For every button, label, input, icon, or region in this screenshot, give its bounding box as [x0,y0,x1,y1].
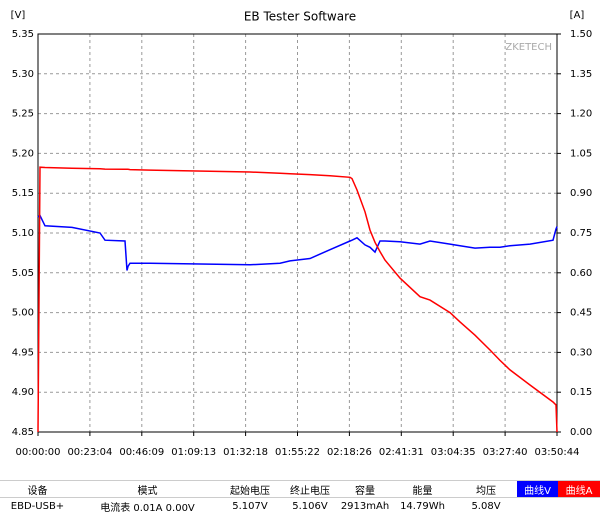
header-cell: 均压 [455,480,517,498]
x-tick-label: 02:18:26 [327,447,372,458]
legend-entry: 曲线A [558,480,600,498]
y-tick-label: 5.10 [12,228,34,239]
y-axis-label: [V] [11,10,26,21]
data-cell: EBD-USB+ [0,497,75,514]
x-tick-label: 00:46:09 [119,447,164,458]
y2-tick-label: 0.00 [570,427,592,438]
background [0,0,600,478]
header-cell: 起始电压 [220,480,280,498]
x-tick-label: 02:41:31 [379,447,424,458]
y-tick-label: 5.35 [12,29,34,40]
x-tick-label: 00:23:04 [67,447,112,458]
header-row: 设备 模式 起始电压 终止电压 容量 能量 均压 曲线V 曲线A [0,480,600,498]
y2-tick-label: 1.50 [570,29,592,40]
series-line [37,166,558,433]
y-tick-label: 4.90 [12,387,34,398]
header-cell: 设备 [0,480,75,498]
x-tick-label: 03:27:40 [483,447,528,458]
data-cell: 电流表 0.01A 0.00V [75,497,220,514]
y-tick-label: 5.00 [12,308,34,319]
header-cell: 容量 [340,480,390,498]
y-tick-label: 4.95 [12,347,34,358]
x-tick-label: 01:32:18 [223,447,268,458]
x-tick-label: 01:55:22 [275,447,320,458]
y2-tick-label: 0.75 [570,228,592,239]
data-cell: 2913mAh [340,497,390,514]
y2-tick-label: 0.60 [570,268,592,279]
y-tick-label: 5.25 [12,109,34,120]
x-tick-label: 00:00:00 [16,447,61,458]
x-tick-label: 03:04:35 [431,447,476,458]
y-tick-label: 5.30 [12,69,34,80]
y-tick-label: 5.05 [12,268,34,279]
header-cell: 终止电压 [280,480,340,498]
y-tick-label: 5.15 [12,188,34,199]
y-tick-label: 4.85 [12,427,34,438]
summary-table: 设备 模式 起始电压 终止电压 容量 能量 均压 曲线V 曲线A EBD-USB+ 电流表 0.0… [0,480,600,514]
y2-tick-label: 0.90 [570,188,592,199]
data-row: EBD-USB+ 电流表 0.01A 0.00V 5.107V 5.106V 2913m… [0,497,600,514]
plot-frame [37,33,558,433]
y-tick-label: 5.20 [12,148,34,159]
y2-tick-label: 1.05 [570,148,592,159]
y2-tick-label: 1.20 [570,109,592,120]
empty-cell [558,497,600,514]
chart-title: EB Tester Software [244,10,356,24]
series-line [37,214,558,271]
watermark: ZKETECH [505,42,552,53]
x-tick-label: 01:09:13 [171,447,216,458]
data-cell: 14.79Wh [390,497,455,514]
header-cell: 模式 [75,480,220,498]
x-tick-label: 03:50:44 [535,447,580,458]
y2-tick-label: 0.15 [570,387,592,398]
y2-tick-label: 0.30 [570,347,592,358]
data-cell: 5.106V [280,497,340,514]
data-cell: 5.107V [220,497,280,514]
y2-tick-label: 1.35 [570,69,592,80]
legend-entry: 曲线V [517,480,558,498]
y2-tick-label: 0.45 [570,308,592,319]
header-cell: 能量 [390,480,455,498]
empty-cell [517,497,558,514]
chart: EB Tester Software [V] [A] ZKETECH 4.85 4… [0,0,600,478]
data-cell: 5.08V [455,497,517,514]
y2-axis-label: [A] [570,10,585,21]
